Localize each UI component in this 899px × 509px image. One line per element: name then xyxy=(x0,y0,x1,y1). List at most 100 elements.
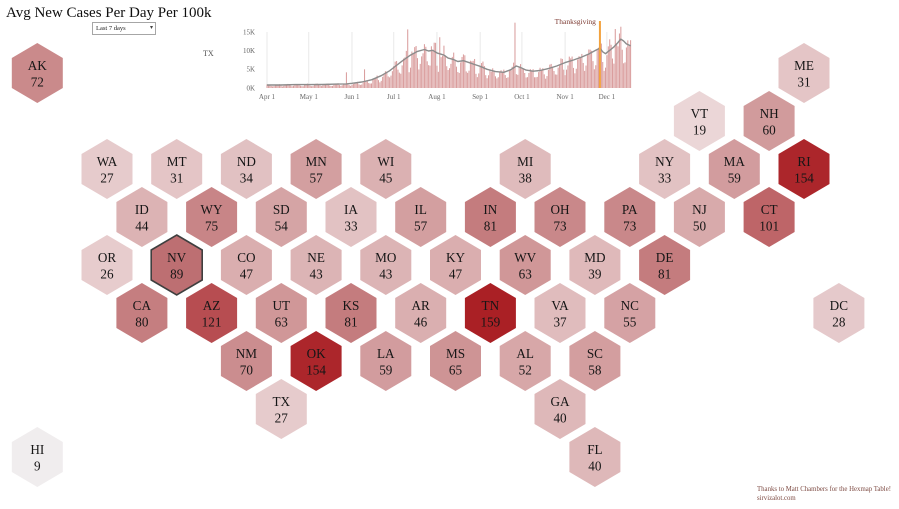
hex-tile-OH[interactable]: OH 73 xyxy=(534,187,586,247)
hex-tile-OK[interactable]: OK 154 xyxy=(290,331,342,391)
hex-shape-RI xyxy=(778,139,830,199)
hex-tile-LA[interactable]: LA 59 xyxy=(360,331,412,391)
date-range-dropdown[interactable]: Last 7 days ▾ xyxy=(92,22,156,35)
hex-shape-MI xyxy=(499,139,551,199)
hex-state-abbr-RI: RI xyxy=(797,154,810,169)
hex-tile-UT[interactable]: UT 63 xyxy=(255,283,307,343)
hex-tile-HI[interactable]: HI 9 xyxy=(11,427,63,487)
chevron-down-icon: ▾ xyxy=(149,25,153,31)
hex-tile-WY[interactable]: WY 75 xyxy=(186,187,238,247)
hex-state-value-DE: 81 xyxy=(658,267,671,282)
hex-shape-ND xyxy=(220,139,272,199)
hex-tile-AK[interactable]: AK 72 xyxy=(11,43,63,103)
hex-tile-KS[interactable]: KS 81 xyxy=(325,283,377,343)
hex-state-value-SC: 58 xyxy=(588,363,602,378)
hex-shape-OH xyxy=(534,187,586,247)
hex-tile-AR[interactable]: AR 46 xyxy=(395,283,447,343)
hex-state-abbr-SD: SD xyxy=(273,202,290,217)
hex-shape-CA xyxy=(116,283,168,343)
hex-state-value-OK: 154 xyxy=(306,363,326,378)
credits: Thanks to Matt Chambers for the Hexmap T… xyxy=(757,486,891,503)
hex-tile-GA[interactable]: GA 40 xyxy=(534,379,586,439)
hex-state-abbr-NY: NY xyxy=(655,154,675,169)
hex-tile-CA[interactable]: CA 80 xyxy=(116,283,168,343)
hex-state-value-NV: 89 xyxy=(170,267,184,282)
hex-tile-NV[interactable]: NV 89 xyxy=(150,234,203,296)
y-axis-tick-label: 0K xyxy=(246,84,255,92)
hex-state-value-MI: 38 xyxy=(519,171,533,186)
hex-state-abbr-VT: VT xyxy=(691,106,709,121)
hex-tile-MN[interactable]: MN 57 xyxy=(290,139,342,199)
hex-shape-IA xyxy=(325,187,377,247)
hex-state-value-TX: 27 xyxy=(275,411,289,426)
hex-tile-MO[interactable]: MO 43 xyxy=(360,235,412,295)
hex-tile-RI[interactable]: RI 154 xyxy=(778,139,830,199)
hex-tile-WA[interactable]: WA 27 xyxy=(81,139,133,199)
hex-state-abbr-FL: FL xyxy=(587,442,602,457)
hex-tile-NM[interactable]: NM 70 xyxy=(220,331,272,391)
hex-tile-MA[interactable]: MA 59 xyxy=(708,139,760,199)
hex-tile-FL[interactable]: FL 40 xyxy=(569,427,621,487)
hex-shape-TX xyxy=(255,379,307,439)
hex-state-value-MS: 65 xyxy=(449,363,463,378)
hex-tile-DE[interactable]: DE 81 xyxy=(639,235,691,295)
hex-tile-NH[interactable]: NH 60 xyxy=(743,91,795,151)
hex-tile-ND[interactable]: ND 34 xyxy=(220,139,272,199)
hex-tile-MS[interactable]: MS 65 xyxy=(430,331,481,391)
hex-state-value-WV: 63 xyxy=(519,267,533,282)
hex-tile-ME[interactable]: ME 31 xyxy=(778,43,830,103)
hex-tile-SD[interactable]: SD 54 xyxy=(255,187,307,247)
hex-state-abbr-AK: AK xyxy=(28,58,48,73)
hex-tile-KY[interactable]: KY 47 xyxy=(430,235,481,295)
hex-state-abbr-CO: CO xyxy=(237,250,255,265)
hex-tile-VT[interactable]: VT 19 xyxy=(673,91,725,151)
hex-tile-ID[interactable]: ID 44 xyxy=(116,187,168,247)
hex-state-value-MO: 43 xyxy=(379,267,393,282)
hex-shape-MT xyxy=(151,139,203,199)
x-axis-tick-label: Dec 1 xyxy=(599,93,616,101)
hex-shape-FL xyxy=(569,427,621,487)
hex-shape-UT xyxy=(255,283,307,343)
hex-tile-NE[interactable]: NE 43 xyxy=(290,235,342,295)
hex-tile-TX[interactable]: TX 27 xyxy=(255,379,307,439)
hex-shape-CO xyxy=(220,235,272,295)
hex-tile-NY[interactable]: NY 33 xyxy=(639,139,691,199)
hex-tile-AL[interactable]: AL 52 xyxy=(499,331,551,391)
hex-tile-NJ[interactable]: NJ 50 xyxy=(673,187,725,247)
hex-tile-CT[interactable]: CT 101 xyxy=(743,187,795,247)
hex-state-value-NH: 60 xyxy=(763,123,777,138)
chart-row-label: TX xyxy=(203,49,214,58)
hex-tile-IL[interactable]: IL 57 xyxy=(395,187,447,247)
hex-tile-AZ[interactable]: AZ 121 xyxy=(186,283,238,343)
hex-tile-TN[interactable]: TN 159 xyxy=(464,283,516,343)
hex-state-value-KY: 47 xyxy=(449,267,463,282)
hex-tile-NC[interactable]: NC 55 xyxy=(604,283,656,343)
hex-tile-MT[interactable]: MT 31 xyxy=(151,139,203,199)
hex-tile-DC[interactable]: DC 28 xyxy=(813,283,865,343)
hex-state-value-LA: 59 xyxy=(379,363,393,378)
hex-tile-MI[interactable]: MI 38 xyxy=(499,139,551,199)
daily-cases-chart[interactable]: Thanksgiving Apr 1 May 1 Jun 1 Jul 1 Aug 1 Sep… xyxy=(195,8,650,107)
hex-tile-VA[interactable]: VA 37 xyxy=(534,283,586,343)
hex-shape-AR xyxy=(395,283,447,343)
hex-tile-IN[interactable]: IN 81 xyxy=(464,187,516,247)
hex-tile-WV[interactable]: WV 63 xyxy=(499,235,551,295)
hex-tile-WI[interactable]: WI 45 xyxy=(360,139,412,199)
y-axis-tick-label: 15K xyxy=(243,28,255,36)
hex-tile-IA[interactable]: IA 33 xyxy=(325,187,377,247)
hex-shape-NJ xyxy=(673,187,725,247)
hex-state-abbr-MS: MS xyxy=(446,346,465,361)
hex-shape-OK xyxy=(290,331,342,391)
x-axis-tick-label: Apr 1 xyxy=(259,93,276,101)
hex-tile-SC[interactable]: SC 58 xyxy=(569,331,621,391)
hex-shape-MA xyxy=(708,139,760,199)
hex-tile-OR[interactable]: OR 26 xyxy=(81,235,133,295)
x-axis-tick-label: Sep 1 xyxy=(472,93,488,101)
hex-tile-MD[interactable]: MD 39 xyxy=(569,235,621,295)
hex-state-abbr-MT: MT xyxy=(167,154,187,169)
hex-state-value-ID: 44 xyxy=(135,219,149,234)
hex-tile-CO[interactable]: CO 47 xyxy=(220,235,272,295)
hex-shape-NV xyxy=(150,234,203,296)
hex-tile-PA[interactable]: PA 73 xyxy=(604,187,656,247)
